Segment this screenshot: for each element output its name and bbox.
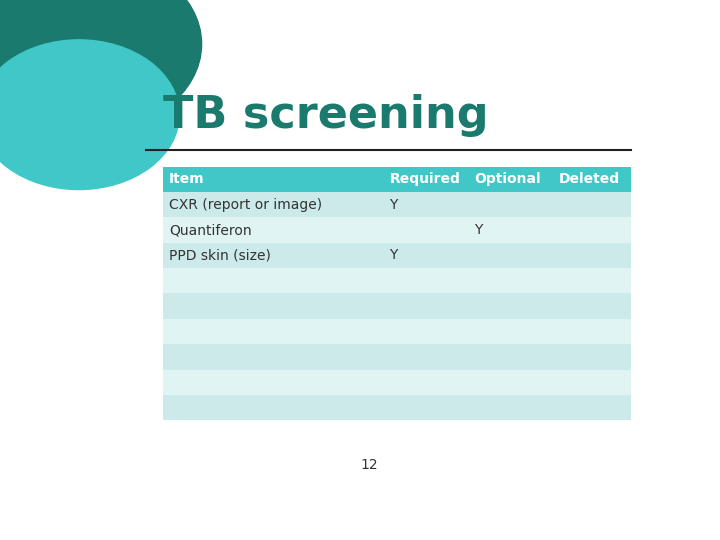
FancyBboxPatch shape [163,243,631,268]
FancyBboxPatch shape [163,167,631,192]
Text: CXR (report or image): CXR (report or image) [169,198,323,212]
FancyBboxPatch shape [163,192,631,218]
Text: 12: 12 [360,458,378,472]
FancyBboxPatch shape [163,395,631,420]
Text: Item: Item [169,172,205,186]
FancyBboxPatch shape [163,294,631,319]
Text: Quantiferon: Quantiferon [169,223,252,237]
Text: Y: Y [390,248,398,262]
FancyBboxPatch shape [163,369,631,395]
Circle shape [0,40,179,190]
Circle shape [0,0,202,136]
Text: Y: Y [390,198,398,212]
FancyBboxPatch shape [163,344,631,369]
Text: Y: Y [474,223,482,237]
Text: Optional: Optional [474,172,541,186]
Text: Deleted: Deleted [558,172,619,186]
FancyBboxPatch shape [163,218,631,243]
FancyBboxPatch shape [163,268,631,294]
Text: Required: Required [390,172,460,186]
FancyBboxPatch shape [163,319,631,344]
Text: TB screening: TB screening [163,94,488,137]
Text: PPD skin (size): PPD skin (size) [169,248,271,262]
